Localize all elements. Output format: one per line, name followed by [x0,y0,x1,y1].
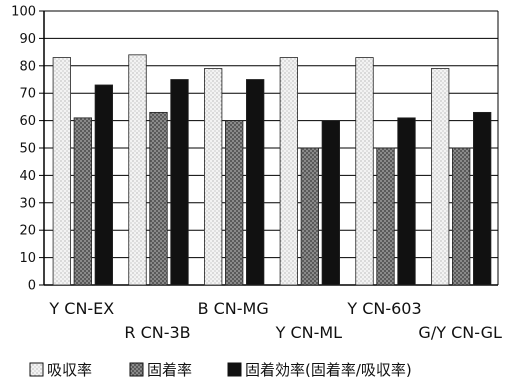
y-tick-label: 0 [28,279,36,294]
x-category-label: B CN-MG [198,299,269,318]
gridlines [44,10,498,286]
y-tick-label: 10 [19,251,36,266]
y-tick-label: 20 [19,224,36,239]
bar-fixation-efficiency [321,120,340,286]
bar-fixation [149,111,168,286]
bar-fixation [300,147,319,286]
y-tick-label: 60 [19,114,36,129]
y-tick-label: 100 [11,5,36,20]
y-tick-label: 40 [19,169,36,184]
bar-fixation-efficiency [170,79,189,286]
y-tick-label: 70 [19,87,36,102]
legend-swatch [29,362,44,377]
y-axis: 0 10 20 30 40 50 60 70 80 90 100 [11,5,499,294]
legend-label: 吸収率 [47,361,92,379]
legend-swatch [227,362,242,377]
x-category-label: G/Y CN-GL [418,323,502,342]
bar-absorption [52,57,71,286]
y-tick-label: 90 [19,32,36,47]
bar-absorption [204,68,223,286]
x-category-label: Y CN-EX [48,299,114,318]
legend: 吸収率 固着率 固着効率(固着率/吸収率) [29,361,412,379]
bar-absorption [431,68,450,286]
bar-fixation [452,147,471,286]
bar-absorption [128,54,147,286]
x-category-label: Y CN-ML [275,323,343,342]
bar-fixation-efficiency [246,79,265,286]
bar-absorption [279,57,298,286]
bars [52,54,492,286]
y-tick-label: 50 [19,142,36,157]
bar-fixation [73,117,92,286]
bar-fixation-efficiency [397,117,416,286]
x-category-label: R CN-3B [124,323,190,342]
bar-absorption [355,57,374,286]
x-category-label: Y CN-603 [346,299,421,318]
legend-label: 固着効率(固着率/吸収率) [245,361,412,379]
category-labels: Y CN-EX R CN-3B B CN-MG Y CN-MLY CN-603 G/Y … [48,299,502,342]
legend-label: 固着率 [147,361,192,379]
bar-fixation-efficiency [94,84,113,286]
y-tick-label: 30 [19,196,36,211]
legend-swatch [129,362,144,377]
bar-fixation [376,147,395,286]
bar-fixation-efficiency [473,111,492,286]
bar-fixation [225,120,244,286]
y-tick-label: 80 [19,59,36,74]
